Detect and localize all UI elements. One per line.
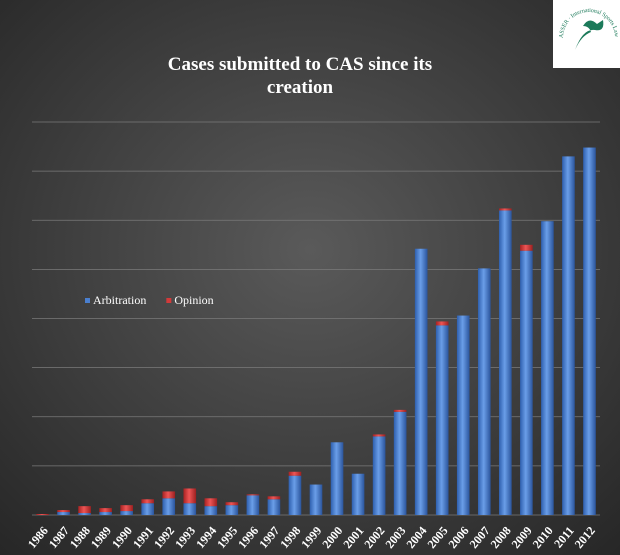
- bar-segment: [372, 436, 386, 515]
- bar-segment: [183, 503, 197, 515]
- bar-segment: [393, 411, 407, 515]
- bar-segment: [583, 147, 596, 516]
- chart-title: Cases submitted to CAS since its creation: [168, 54, 432, 98]
- bar-segment: [183, 488, 197, 504]
- bar-segment: [520, 244, 533, 251]
- bar-segment: [99, 508, 112, 513]
- bar-segment: [141, 499, 155, 504]
- bar-segment: [36, 514, 49, 515]
- bar-segment: [330, 442, 344, 515]
- legend-label: Arbitration: [93, 293, 146, 307]
- bar-segment: [204, 506, 218, 515]
- bar-segment: [120, 511, 133, 515]
- bar-segment: [267, 496, 281, 500]
- legend-swatch: [166, 298, 172, 303]
- bar-segment: [499, 210, 512, 516]
- bar-segment: [393, 409, 407, 412]
- bar-segment: [141, 503, 155, 515]
- bar-segment: [162, 498, 176, 515]
- bar-segment: [351, 473, 365, 515]
- bar-segment: [99, 512, 112, 515]
- bar-segment: [204, 498, 218, 507]
- bar-segment: [288, 471, 302, 476]
- bar-segment: [246, 495, 260, 515]
- bar-segment: [57, 512, 70, 515]
- bar-segment: [499, 208, 512, 211]
- bar-segment: [57, 510, 70, 513]
- legend-swatch: [85, 298, 90, 303]
- logo-figure: [575, 20, 604, 50]
- bar-segment: [520, 250, 533, 515]
- bar-segment: [162, 491, 176, 499]
- bar-segment: [246, 494, 260, 496]
- legend-label: Opinion: [174, 293, 213, 307]
- bar-segment: [562, 156, 575, 515]
- bar-segment: [78, 506, 91, 514]
- bar-segment: [225, 502, 239, 506]
- bar-segment: [267, 499, 281, 515]
- bar-segment: [225, 505, 239, 515]
- bar-segment: [541, 221, 554, 516]
- bar-segment: [435, 325, 449, 515]
- bar-segment: [309, 484, 323, 515]
- bar-segment: [456, 315, 470, 515]
- bar-segment: [435, 321, 449, 326]
- bar-segment: [78, 513, 91, 515]
- bar-segment: [414, 248, 428, 515]
- bar-segment: [372, 434, 386, 437]
- bar-segment: [477, 268, 491, 515]
- bar-segment: [288, 475, 302, 515]
- bar-segment: [120, 505, 133, 512]
